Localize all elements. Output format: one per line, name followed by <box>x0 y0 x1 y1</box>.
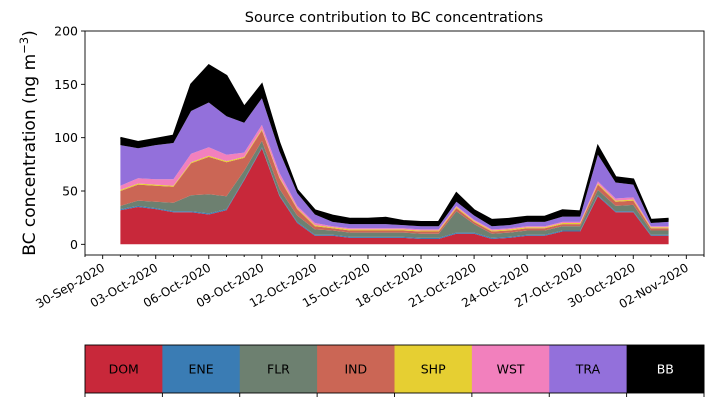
legend-swatch-bb <box>626 345 705 393</box>
legend-label: WST <box>497 362 525 377</box>
legend-swatch-dom <box>85 345 163 393</box>
area-ind <box>120 130 669 234</box>
legend-swatch-shp <box>394 345 473 393</box>
area-tra <box>120 98 669 230</box>
y-tick-label: 200 <box>54 24 78 39</box>
plot-area-layers <box>120 63 669 245</box>
legend-swatch-ind <box>317 345 395 393</box>
legend-swatch-ene <box>162 345 241 393</box>
y-tick-label: 0 <box>70 237 78 252</box>
legend-label: TRA <box>575 362 601 377</box>
plot-frame <box>84 30 705 256</box>
y-axis-label: BC concentration (ng m−3) <box>17 30 40 256</box>
area-dom <box>120 148 669 245</box>
legend-label: FLR <box>267 362 290 377</box>
legend-colorbar: DOM ENE FLR IND SHP WST TRA BB <box>84 344 705 397</box>
legend-label: IND <box>344 362 367 377</box>
chart-title: Source contribution to BC concentrations <box>245 10 543 26</box>
legend-label: BB <box>657 362 674 377</box>
y-tick-label: 50 <box>62 184 78 199</box>
legend-swatch-tra <box>549 345 628 393</box>
y-tick-label: 150 <box>54 77 78 92</box>
legend-label: ENE <box>188 362 213 377</box>
y-axis: 0 50 100 150 200 <box>54 24 85 252</box>
legend-label: SHP <box>421 362 446 377</box>
total-line <box>120 63 669 223</box>
y-tick-label: 100 <box>54 130 78 145</box>
legend-swatch-flr <box>239 345 318 393</box>
legend-frame <box>84 344 705 394</box>
x-axis: 30-Sep-202003-Oct-202006-Oct-202009-Oct-… <box>33 255 705 311</box>
legend-swatch-wst <box>471 345 550 393</box>
legend-label: DOM <box>109 362 139 377</box>
